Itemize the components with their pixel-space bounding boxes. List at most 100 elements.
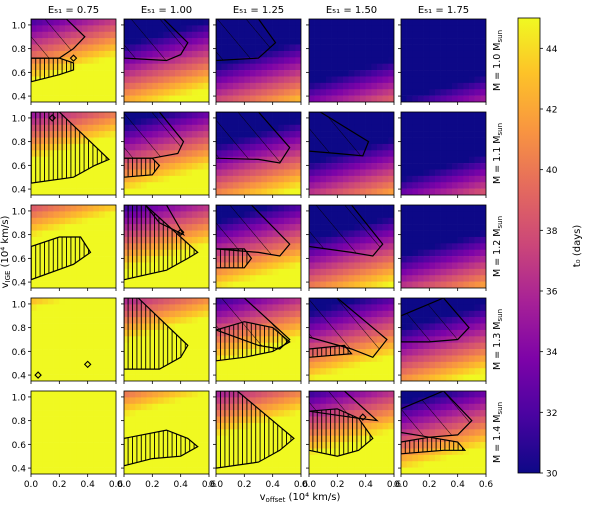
heatmap-cell — [186, 131, 193, 138]
heatmap-cell — [272, 205, 279, 212]
heatmap-cell — [343, 368, 349, 375]
heatmap-cell — [104, 131, 111, 138]
heatmap-cell — [197, 163, 204, 170]
heatmap-cell — [382, 461, 389, 468]
heatmap-cell — [135, 368, 142, 375]
heatmap-cell — [186, 175, 193, 183]
heatmap-cell — [440, 224, 447, 231]
heatmap-cell — [480, 182, 486, 189]
heatmap-cell — [365, 211, 372, 219]
heatmap-cell — [82, 217, 88, 225]
heatmap-cell — [124, 63, 130, 71]
heatmap-cell — [474, 163, 481, 170]
heatmap-cell — [250, 275, 256, 282]
heatmap-cell — [233, 275, 239, 282]
heatmap-cell — [158, 275, 164, 282]
heatmap-cell — [233, 156, 239, 164]
heatmap-cell — [82, 323, 88, 331]
heatmap-cell — [110, 361, 116, 369]
heatmap-cell — [388, 44, 394, 52]
heatmap-cell — [435, 211, 441, 219]
heatmap-cell — [423, 243, 430, 250]
heatmap-cell — [463, 249, 470, 257]
heatmap-cell — [203, 349, 209, 356]
heatmap-cell — [158, 156, 164, 164]
heatmap-cell — [197, 25, 204, 33]
heatmap-cell — [377, 124, 383, 132]
heatmap-cell — [267, 163, 273, 170]
heatmap-cell — [289, 317, 296, 324]
heatmap-cell — [388, 38, 394, 45]
heatmap-cell — [36, 82, 43, 90]
heatmap-cell — [435, 281, 441, 288]
heatmap-cell — [326, 368, 332, 375]
heatmap-cell — [31, 416, 37, 424]
heatmap-cell — [99, 429, 105, 436]
panel-1-1 — [123, 111, 210, 196]
heatmap-cell — [48, 82, 54, 90]
vertical-hatch-region — [216, 321, 291, 362]
heatmap-cell — [180, 397, 187, 405]
heatmap-cell — [169, 275, 176, 282]
heatmap-cell — [169, 310, 176, 318]
heatmap-cell — [401, 230, 407, 238]
heatmap-cell — [457, 224, 464, 231]
heatmap-cell — [163, 391, 170, 398]
heatmap-cell — [59, 397, 66, 405]
heatmap-cell — [343, 112, 349, 119]
heatmap-cell — [267, 95, 273, 102]
heatmap-cell — [452, 249, 458, 257]
heatmap-cell — [401, 236, 407, 244]
heatmap-cell — [446, 44, 453, 52]
heatmap-cell — [70, 217, 77, 225]
heatmap-cell — [244, 374, 251, 381]
heatmap-cell — [446, 175, 453, 183]
heatmap-cell — [377, 70, 383, 77]
heatmap-cell — [261, 211, 268, 219]
heatmap-cell — [295, 38, 301, 45]
heatmap-cell — [221, 275, 228, 282]
heatmap-cell — [382, 175, 389, 183]
heatmap-cell — [203, 454, 209, 462]
heatmap-cell — [388, 317, 394, 324]
heatmap-cell — [82, 268, 88, 276]
heatmap-cell — [87, 70, 94, 77]
heatmap-cell — [388, 57, 394, 64]
heatmap-cell — [110, 150, 116, 157]
heatmap-cell — [146, 281, 153, 288]
heatmap-cell — [169, 410, 176, 417]
heatmap-cell — [163, 368, 170, 375]
heatmap-cell — [388, 416, 394, 424]
heatmap-cell — [146, 403, 153, 411]
heatmap-cell — [406, 217, 413, 225]
heatmap-cell — [31, 298, 37, 305]
heatmap-cell — [216, 76, 222, 84]
heatmap-cell — [104, 429, 111, 436]
heatmap-cell — [463, 275, 470, 282]
heatmap-cell — [31, 205, 37, 212]
heatmap-cell — [418, 25, 424, 33]
heatmap-cell — [227, 182, 234, 189]
heatmap-cell — [401, 256, 407, 263]
heatmap-cell — [180, 112, 187, 119]
heatmap-cell — [272, 317, 279, 324]
heatmap-cell — [284, 268, 290, 276]
heatmap-cell — [480, 230, 486, 238]
heatmap-cell — [158, 268, 164, 276]
heatmap-cell — [216, 368, 222, 375]
heatmap-cell — [82, 454, 88, 462]
heatmap-cell — [388, 281, 394, 288]
heatmap-cell — [412, 243, 419, 250]
heatmap-cell — [87, 188, 94, 195]
diamond-marker — [83, 360, 92, 369]
heatmap-cell — [272, 268, 279, 276]
heatmap-cell — [388, 205, 394, 212]
heatmap-cell — [163, 63, 170, 71]
heatmap-cell — [87, 403, 94, 411]
heatmap-cell — [152, 368, 159, 375]
heatmap-cell — [192, 163, 198, 170]
heatmap-cell — [87, 461, 94, 468]
heatmap-cell — [192, 156, 198, 164]
heatmap-cell — [250, 175, 256, 183]
heatmap-cell — [36, 89, 43, 96]
